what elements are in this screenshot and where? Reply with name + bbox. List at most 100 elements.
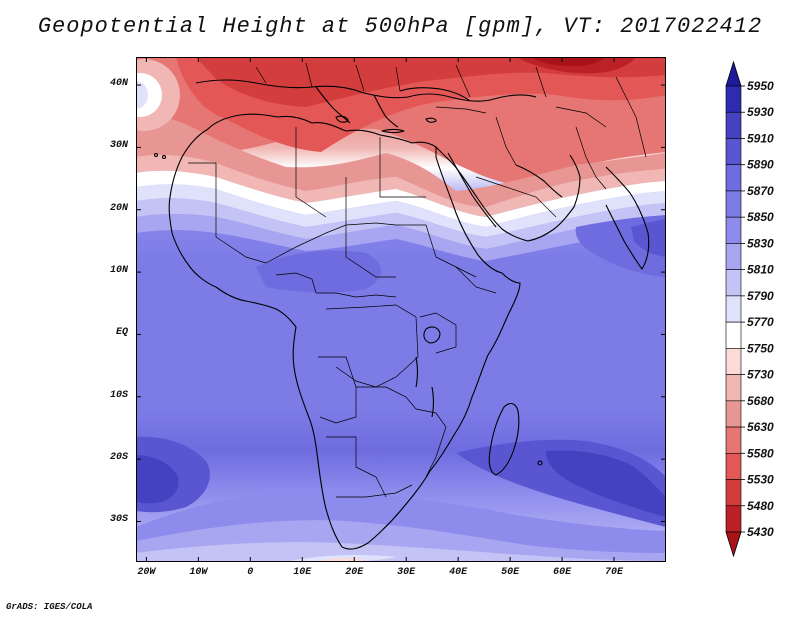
lake-tanganyika — [415, 356, 419, 388]
colorbar-label-5530: 5530 — [747, 473, 774, 487]
lat-label-30s: 30S — [109, 514, 128, 526]
cyprus-island — [425, 117, 437, 123]
colorbar-box — [725, 111, 742, 139]
country-borders — [188, 62, 647, 498]
crete-island — [381, 128, 405, 134]
border-drc — [325, 304, 419, 388]
border-south-africa — [336, 484, 413, 498]
colorbar-label-5950: 5950 — [747, 79, 774, 93]
turkey-coastline — [399, 87, 471, 102]
lat-label-10n: 10N — [109, 265, 128, 277]
colorbar-box — [725, 321, 742, 349]
map-title: Geopotential Height at 500hPa [gpm], VT:… — [37, 14, 763, 39]
border-europe-2 — [305, 62, 313, 88]
lon-label-20w: 20W — [137, 567, 156, 578]
colorbar-box — [725, 164, 742, 192]
border-nigeria — [275, 272, 317, 294]
reunion-island — [537, 460, 543, 466]
height-contour-5790 — [136, 184, 666, 237]
colorbar-label-5580: 5580 — [747, 446, 774, 460]
border-iran-iraq — [495, 116, 517, 166]
border-turkey-syria — [435, 106, 487, 114]
height-contour-5830 — [136, 214, 666, 261]
border-angola — [318, 356, 357, 424]
height-contour-5810 — [136, 198, 666, 249]
colorbar-bottom-triangle — [725, 531, 742, 558]
colorbar-box — [725, 479, 742, 507]
colorbar-label-5870: 5870 — [747, 184, 774, 198]
lake-malawi — [431, 386, 435, 418]
lat-label-10s: 10S — [109, 389, 128, 401]
europe-coastline — [195, 79, 537, 102]
italy-coastline — [315, 86, 351, 124]
height-contour-5870-west-africa — [256, 250, 381, 293]
colorbar-box — [725, 400, 742, 428]
border-mozambique — [415, 408, 447, 478]
border-pakistan-india — [575, 126, 607, 190]
lon-label-40e: 40E — [449, 567, 468, 578]
border-kenya-tanzania — [419, 312, 457, 354]
red-sea-coast — [447, 152, 497, 228]
sicily-island — [335, 115, 349, 123]
colorbar-box — [725, 243, 742, 270]
colorbar-box — [725, 216, 742, 244]
border-afghanistan — [555, 106, 607, 128]
border-libya-egypt — [379, 137, 426, 198]
colorbar-label-5680: 5680 — [747, 394, 774, 408]
arabia-coastline — [435, 146, 581, 242]
colorbar-label-5430: 5430 — [747, 525, 774, 539]
border-europe-1 — [255, 66, 267, 84]
colorbar-box — [725, 295, 742, 323]
height-contour-5430-east — [531, 57, 606, 67]
coastlines — [153, 79, 650, 550]
border-asia-1 — [535, 66, 547, 98]
height-contour-5810-south — [136, 542, 666, 562]
colorbar-label-5890: 5890 — [747, 158, 774, 172]
lat-label-20s: 20S — [109, 452, 128, 464]
colorbar-label-5750: 5750 — [747, 341, 774, 355]
border-namibia-botswana — [326, 436, 387, 498]
border-asia-2 — [615, 76, 647, 158]
colorbar-label-5730: 5730 — [747, 368, 774, 382]
border-chad-sudan — [345, 177, 396, 278]
colorbar-box — [725, 138, 742, 166]
border-algeria-libya — [295, 127, 327, 218]
lon-label-60e: 60E — [553, 567, 572, 578]
border-sudan-ethiopia — [396, 224, 477, 278]
height-blob-northwest-inner — [136, 81, 148, 109]
border-europe-4 — [395, 66, 401, 92]
lon-label-10e: 10E — [293, 567, 312, 578]
canary-island-1 — [153, 152, 159, 158]
map-panel[interactable] — [136, 57, 666, 562]
colorbar-box — [725, 426, 742, 454]
lat-label-20n: 20N — [109, 202, 128, 214]
lon-label-20e: 20E — [345, 567, 364, 578]
border-ethiopia-somalia — [455, 266, 497, 294]
persian-gulf-coast — [515, 164, 563, 198]
colorbar-box — [725, 505, 742, 533]
border-europe-5 — [455, 64, 471, 98]
map-plot[interactable] — [136, 57, 666, 562]
border-cameroon-car — [316, 292, 397, 298]
colorbar-label-5810: 5810 — [747, 263, 774, 277]
colorbar-box — [725, 452, 742, 480]
colorbar-label-5480: 5480 — [747, 499, 774, 513]
india-coastline — [605, 166, 650, 270]
colorbar-label-5930: 5930 — [747, 105, 774, 119]
colorbar-label-5790: 5790 — [747, 289, 774, 303]
colorbar: 5950 5930 5910 5890 5870 5850 5830 5810 5790 5770… — [725, 60, 774, 558]
height-contour-5680 — [136, 114, 666, 207]
border-europe-3 — [355, 64, 365, 92]
border-sahara-west — [188, 162, 267, 264]
height-contour-5770 — [136, 170, 666, 227]
colorbar-box — [725, 374, 742, 402]
height-contour-5730 — [136, 155, 666, 217]
lat-label-40n: 40N — [109, 78, 128, 90]
height-contour-5910-southeast — [545, 450, 666, 517]
lon-label-70e: 70E — [605, 567, 624, 578]
lon-label-10w: 10W — [189, 567, 208, 578]
colorbar-label-5630: 5630 — [747, 420, 774, 434]
africa-coastline — [168, 113, 521, 550]
lon-label-50e: 50E — [501, 567, 520, 578]
lon-label-30e: 30E — [397, 567, 416, 578]
